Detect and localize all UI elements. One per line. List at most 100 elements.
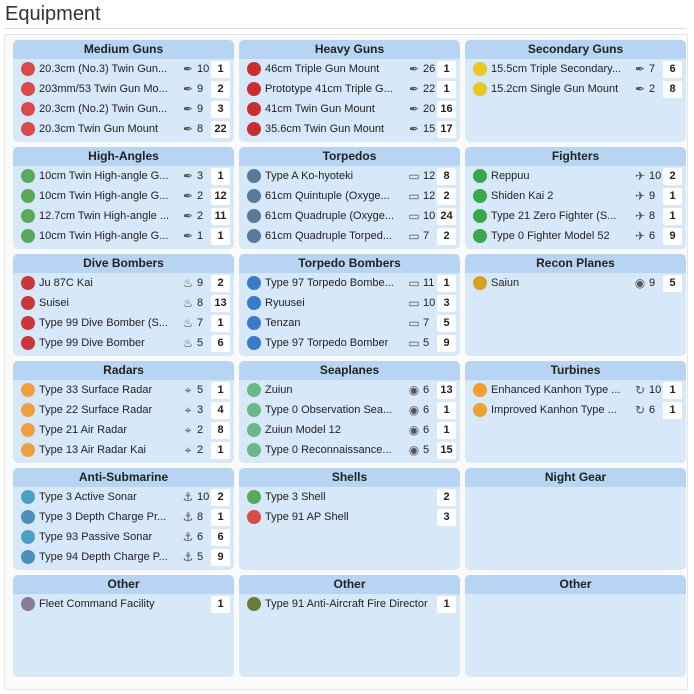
- equipment-row[interactable]: Tenzan ▭ 7 5: [239, 313, 460, 333]
- count-badge: 1: [211, 168, 230, 185]
- equipment-row[interactable]: Type 13 Air Radar Kai ⌖ 2 1: [13, 440, 234, 460]
- equipment-row[interactable]: Type 99 Dive Bomber ♨ 5 6: [13, 333, 234, 353]
- panel-other: Other: [465, 575, 686, 677]
- stat-value: 15: [423, 123, 436, 135]
- equipment-row[interactable]: Type 22 Surface Radar ⌖ 3 4: [13, 400, 234, 420]
- panel-dive-bombers: Dive Bombers Ju 87C Kai ♨ 9 2 Suisei ♨ 8 13 Type …: [13, 254, 234, 356]
- equipment-row[interactable]: Type 3 Shell 2: [239, 487, 460, 507]
- count-badge: 1: [663, 382, 682, 399]
- equipment-row[interactable]: Improved Kanhon Type ... ↻ 6 1: [465, 400, 686, 420]
- equipment-row[interactable]: Reppuu ✈ 10 2: [465, 166, 686, 186]
- anti-air-icon: ✈: [634, 189, 646, 203]
- equipment-row[interactable]: 10cm Twin High-angle G... ✒ 2 12: [13, 186, 234, 206]
- equipment-row[interactable]: Type 33 Surface Radar ⌖ 5 1: [13, 380, 234, 400]
- equipment-row[interactable]: 61cm Quadruple (Oxyge... ▭ 10 24: [239, 206, 460, 226]
- equipment-name: 12.7cm Twin High-angle ...: [39, 210, 170, 222]
- blue-plane-icon: [247, 296, 261, 310]
- stat-value: 9: [649, 190, 656, 202]
- equipment-row[interactable]: Type 99 Dive Bomber (S... ♨ 7 1: [13, 313, 234, 333]
- turbine-icon: [473, 383, 487, 397]
- equipment-row[interactable]: 20.3cm (No.2) Twin Gun... ✒ 9 3: [13, 99, 234, 119]
- equipment-row[interactable]: Type 97 Torpedo Bomber ▭ 5 9: [239, 333, 460, 353]
- panel-title: Other: [465, 575, 686, 594]
- equipment-row[interactable]: Type 21 Air Radar ⌖ 2 8: [13, 420, 234, 440]
- equipment-row[interactable]: Type 0 Fighter Model 52 ✈ 6 9: [465, 226, 686, 246]
- stat-value: 12: [423, 190, 436, 202]
- equipment-row[interactable]: Fleet Command Facility 1: [13, 594, 234, 614]
- count-badge: 2: [211, 81, 230, 98]
- stat-value: 2: [197, 444, 204, 456]
- equipment-row[interactable]: Ju 87C Kai ♨ 9 2: [13, 273, 234, 293]
- equipment-row[interactable]: 35.6cm Twin Gun Mount ✒ 15 17: [239, 119, 460, 139]
- evasion-icon: ↻: [634, 383, 646, 397]
- stat-value: 3: [197, 170, 204, 182]
- panel-medium-guns: Medium Guns 20.3cm (No.3) Twin Gun... ✒ 10 1…: [13, 40, 234, 142]
- equipment-name: Prototype 41cm Triple G...: [265, 83, 393, 95]
- equipment-row[interactable]: 20.3cm Twin Gun Mount ✒ 8 22: [13, 119, 234, 139]
- equipment-row[interactable]: Type 97 Torpedo Bombe... ▭ 11 1: [239, 273, 460, 293]
- equipment-row[interactable]: 203mm/53 Twin Gun Mo... ✒ 9 2: [13, 79, 234, 99]
- equipment-row[interactable]: 15.2cm Single Gun Mount ✒ 2 8: [465, 79, 686, 99]
- equipment-row[interactable]: Shiden Kai 2 ✈ 9 1: [465, 186, 686, 206]
- panel-title: Shells: [239, 468, 460, 487]
- firepower-icon: ✒: [182, 82, 194, 96]
- equipment-row[interactable]: 61cm Quintuple (Oxyge... ▭ 12 2: [239, 186, 460, 206]
- stat-value: 5: [423, 444, 430, 456]
- panel-recon-planes: Recon Planes Saiun ◉ 9 5: [465, 254, 686, 356]
- equipment-row[interactable]: Zuiun Model 12 ◉ 6 1: [239, 420, 460, 440]
- equipment-row[interactable]: 61cm Quadruple Torped... ▭ 7 2: [239, 226, 460, 246]
- equipment-row[interactable]: 46cm Triple Gun Mount ✒ 26 1: [239, 59, 460, 79]
- equipment-row[interactable]: Zuiun ◉ 6 13: [239, 380, 460, 400]
- radar-icon: [21, 443, 35, 457]
- count-badge: 6: [211, 335, 230, 352]
- anti-air-icon: ✈: [634, 169, 646, 183]
- equipment-row[interactable]: Prototype 41cm Triple G... ✒ 22 1: [239, 79, 460, 99]
- equipment-row[interactable]: Type A Ko-hyoteki ▭ 12 8: [239, 166, 460, 186]
- equipment-name: Type 93 Passive Sonar: [39, 531, 153, 543]
- equipment-row[interactable]: Suisei ♨ 8 13: [13, 293, 234, 313]
- equipment-row[interactable]: 10cm Twin High-angle G... ✒ 3 1: [13, 166, 234, 186]
- depth-charge-icon: [21, 550, 35, 564]
- equipment-row[interactable]: Type 3 Active Sonar ⚓ 10 2: [13, 487, 234, 507]
- seaplane-icon: [247, 443, 261, 457]
- los-icon: ◉: [408, 383, 420, 397]
- stat-value: 6: [649, 230, 656, 242]
- stat-value: 8: [197, 297, 204, 309]
- equipment-row[interactable]: Type 21 Zero Fighter (S... ✈ 8 1: [465, 206, 686, 226]
- count-badge: 8: [663, 81, 682, 98]
- panel-other: Other Type 91 Anti-Aircraft Fire Director…: [239, 575, 460, 677]
- stat-value: 5: [423, 337, 430, 349]
- equipment-name: 15.2cm Single Gun Mount: [491, 83, 619, 95]
- equipment-row[interactable]: Type 0 Reconnaissance... ◉ 5 15: [239, 440, 460, 460]
- panel-title: Medium Guns: [13, 40, 234, 59]
- count-badge: 11: [211, 208, 230, 225]
- equipment-row[interactable]: 20.3cm (No.3) Twin Gun... ✒ 10 1: [13, 59, 234, 79]
- equipment-row[interactable]: Type 94 Depth Charge P... ⚓ 5 9: [13, 547, 234, 567]
- equipment-row[interactable]: Type 3 Depth Charge Pr... ⚓ 8 1: [13, 507, 234, 527]
- radar-icon: [21, 383, 35, 397]
- equipment-row[interactable]: Enhanced Kanhon Type ... ↻ 10 1: [465, 380, 686, 400]
- equipment-name: Ryuusei: [265, 297, 305, 309]
- asw-icon: ⚓: [182, 530, 194, 544]
- equipment-row[interactable]: 12.7cm Twin High-angle ... ✒ 2 11: [13, 206, 234, 226]
- equipment-row[interactable]: Ryuusei ▭ 10 3: [239, 293, 460, 313]
- firepower-icon: ✒: [182, 189, 194, 203]
- equipment-row[interactable]: Saiun ◉ 9 5: [465, 273, 686, 293]
- green-plane-icon: [473, 189, 487, 203]
- equipment-row[interactable]: Type 93 Passive Sonar ⚓ 6 6: [13, 527, 234, 547]
- evasion-icon: ↻: [634, 403, 646, 417]
- firepower-icon: ✒: [634, 82, 646, 96]
- panel-other: Other Fleet Command Facility 1: [13, 575, 234, 677]
- equipment-row[interactable]: 10cm Twin High-angle G... ✒ 1 1: [13, 226, 234, 246]
- equipment-row[interactable]: 15.5cm Triple Secondary... ✒ 7 6: [465, 59, 686, 79]
- stat-value: 7: [423, 230, 430, 242]
- equipment-row[interactable]: 41cm Twin Gun Mount ✒ 20 16: [239, 99, 460, 119]
- equipment-row[interactable]: Type 91 Anti-Aircraft Fire Director 1: [239, 594, 460, 614]
- equipment-row[interactable]: Type 91 AP Shell 3: [239, 507, 460, 527]
- stat-value: 12: [423, 170, 436, 182]
- firepower-icon: ✒: [182, 62, 194, 76]
- equipment-name: Type 97 Torpedo Bombe...: [265, 277, 394, 289]
- equipment-row[interactable]: Type 0 Observation Sea... ◉ 6 1: [239, 400, 460, 420]
- stat-value: 3: [197, 404, 204, 416]
- count-badge: 4: [211, 402, 230, 419]
